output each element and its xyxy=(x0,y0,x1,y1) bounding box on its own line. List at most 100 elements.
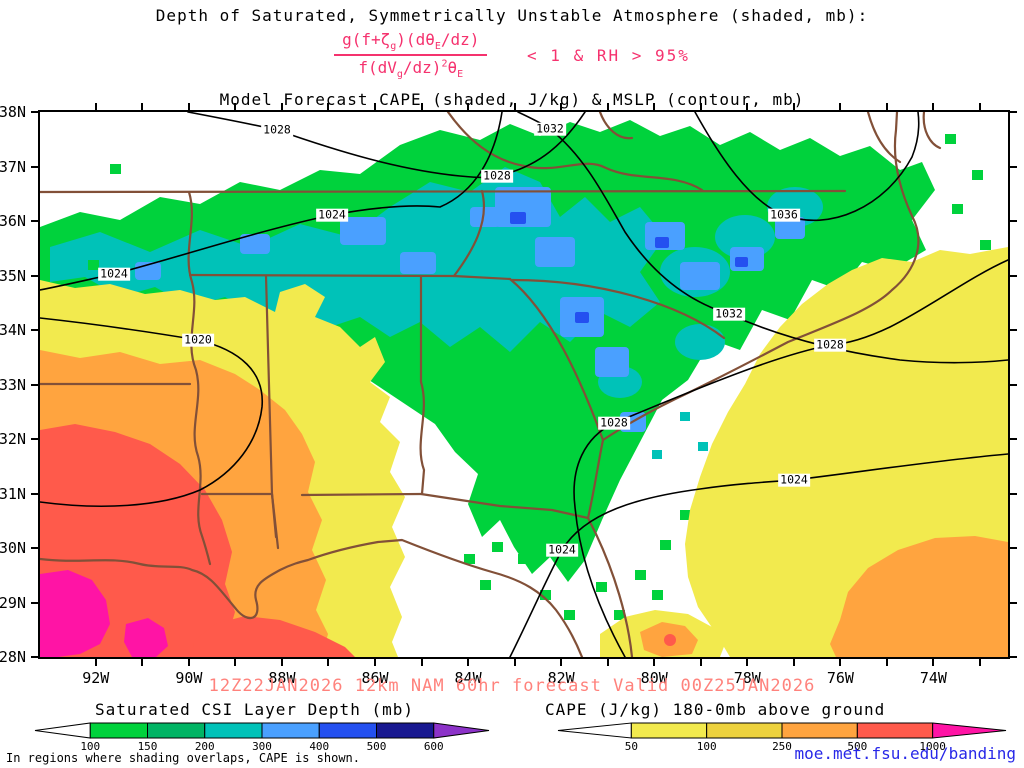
contour-label: 1020 xyxy=(182,332,214,347)
y-axis-label: 29N xyxy=(0,593,26,612)
colorbar-tick-label: 250 xyxy=(772,740,792,753)
axis-tick xyxy=(31,492,38,495)
axis-tick xyxy=(1010,165,1017,168)
y-axis-label: 35N xyxy=(0,266,26,285)
y-axis-label: 28N xyxy=(0,648,26,666)
colorbar-segment xyxy=(781,722,858,739)
axis-tick xyxy=(420,103,423,110)
ms-al-border xyxy=(264,274,278,539)
colorbar-tick-label: 600 xyxy=(423,740,444,753)
formula-text: /dz) xyxy=(402,58,442,78)
state-borders xyxy=(40,112,942,657)
axis-tick xyxy=(327,659,330,666)
axis-tick xyxy=(31,547,38,549)
axis-tick xyxy=(792,103,795,110)
savannah-river-border xyxy=(508,277,605,442)
axis-tick xyxy=(1010,492,1017,495)
al-fl-line xyxy=(300,492,423,497)
axis-tick xyxy=(31,165,38,168)
axis-tick xyxy=(839,103,842,110)
y-axis-label: 36N xyxy=(0,212,26,230)
axis-tick xyxy=(839,659,842,666)
colorbar-tick-label: 400 xyxy=(309,740,330,753)
x-axis-label: 74W xyxy=(919,669,947,687)
x-axis-label: 90W xyxy=(175,669,203,687)
axis-tick xyxy=(513,103,516,110)
colorbar-segment xyxy=(89,722,148,739)
contour-label: 1024 xyxy=(316,207,348,222)
axis-tick xyxy=(653,659,656,666)
y-axis-label: 34N xyxy=(0,321,26,339)
csi-darkblue-specks xyxy=(510,212,748,323)
colorbar-segment xyxy=(318,722,377,739)
colorbar-segment xyxy=(261,722,320,739)
overlap-note: In regions where shading overlaps, CAPE … xyxy=(6,751,361,765)
axis-tick xyxy=(653,103,656,110)
axis-tick xyxy=(1010,220,1017,222)
contour-1020 xyxy=(40,317,263,507)
axis-tick xyxy=(932,103,935,110)
colorbar-tick-label: 300 xyxy=(252,740,272,753)
axis-tick xyxy=(420,659,423,666)
colorbar-segment xyxy=(147,722,206,739)
contour-label: 1028 xyxy=(598,415,630,430)
axis-tick xyxy=(280,659,283,666)
colorbar-segment xyxy=(34,722,91,739)
colorbar-segment xyxy=(557,722,632,739)
chesapeake-line-2 xyxy=(922,112,942,150)
y-axis-label: 38N xyxy=(0,103,26,121)
csi-colorbar-title: Saturated CSI Layer Depth (mb) xyxy=(95,700,414,719)
formula-superscript: 2 xyxy=(441,58,448,70)
contour-label: 1024 xyxy=(98,266,130,281)
page-title: Depth of Saturated, Symmetrically Unstab… xyxy=(155,6,869,25)
formula-numerator: g(f+ζg)(dθE/dz) xyxy=(334,30,488,57)
axis-tick xyxy=(187,659,190,666)
tn-nc-border xyxy=(452,189,485,278)
axis-tick xyxy=(467,103,470,110)
forecast-valid-line: 12Z22JAN2026 12km NAM 60hr forecast Vali… xyxy=(208,676,816,696)
ky-va-borders xyxy=(446,112,704,192)
forecast-map xyxy=(40,112,1008,657)
contour-label: 1028 xyxy=(261,122,293,137)
axis-tick xyxy=(94,103,97,110)
axis-tick xyxy=(746,103,749,110)
formula-text: f(dV xyxy=(358,58,397,78)
axis-tick xyxy=(560,659,563,666)
website-link[interactable]: moe.met.fsu.edu/banding xyxy=(794,744,1016,763)
contour-1024-se xyxy=(509,453,1008,657)
colorbar-tick-label: 200 xyxy=(194,740,215,753)
axis-tick xyxy=(1010,547,1017,549)
formula-denominator: f(dVg/dz)2θE xyxy=(334,56,487,80)
formula-subscript: g xyxy=(390,41,397,53)
contour-1036 xyxy=(694,112,920,222)
formula-subscript: E xyxy=(457,69,464,81)
page-subtitle: Model Forecast CAPE (shaded, J/kg) & MSL… xyxy=(219,90,805,109)
formula-text: )(dθ xyxy=(396,30,435,49)
axis-tick xyxy=(31,656,38,658)
axis-tick xyxy=(373,659,376,666)
ga-fl-line xyxy=(419,492,590,520)
contour-label: 1024 xyxy=(778,472,810,487)
colorbar-segment xyxy=(433,722,490,739)
al-ga-border xyxy=(419,274,426,496)
axis-tick xyxy=(31,438,38,440)
formula-text: θ xyxy=(447,58,458,78)
axis-tick xyxy=(187,103,190,110)
axis-tick xyxy=(513,659,516,666)
contour-label: 1028 xyxy=(481,168,513,183)
nc-sc-border xyxy=(510,278,726,340)
colorbar-segment xyxy=(706,722,783,739)
axis-tick xyxy=(141,103,144,110)
colorbar-segment xyxy=(376,722,435,739)
x-axis-label: 80W xyxy=(640,669,668,687)
axis-tick xyxy=(746,659,749,666)
axis-tick xyxy=(31,329,38,331)
formula-text: /dz) xyxy=(440,30,480,49)
axis-tick xyxy=(792,659,795,666)
axis-tick xyxy=(1010,438,1017,440)
axis-tick xyxy=(1010,274,1017,277)
axis-tick xyxy=(31,601,38,604)
colorbar-tick-label: 100 xyxy=(696,740,717,753)
csi-colorbar: 100 150 200 300 400 500 600 xyxy=(33,722,491,756)
axis-tick xyxy=(234,659,237,666)
